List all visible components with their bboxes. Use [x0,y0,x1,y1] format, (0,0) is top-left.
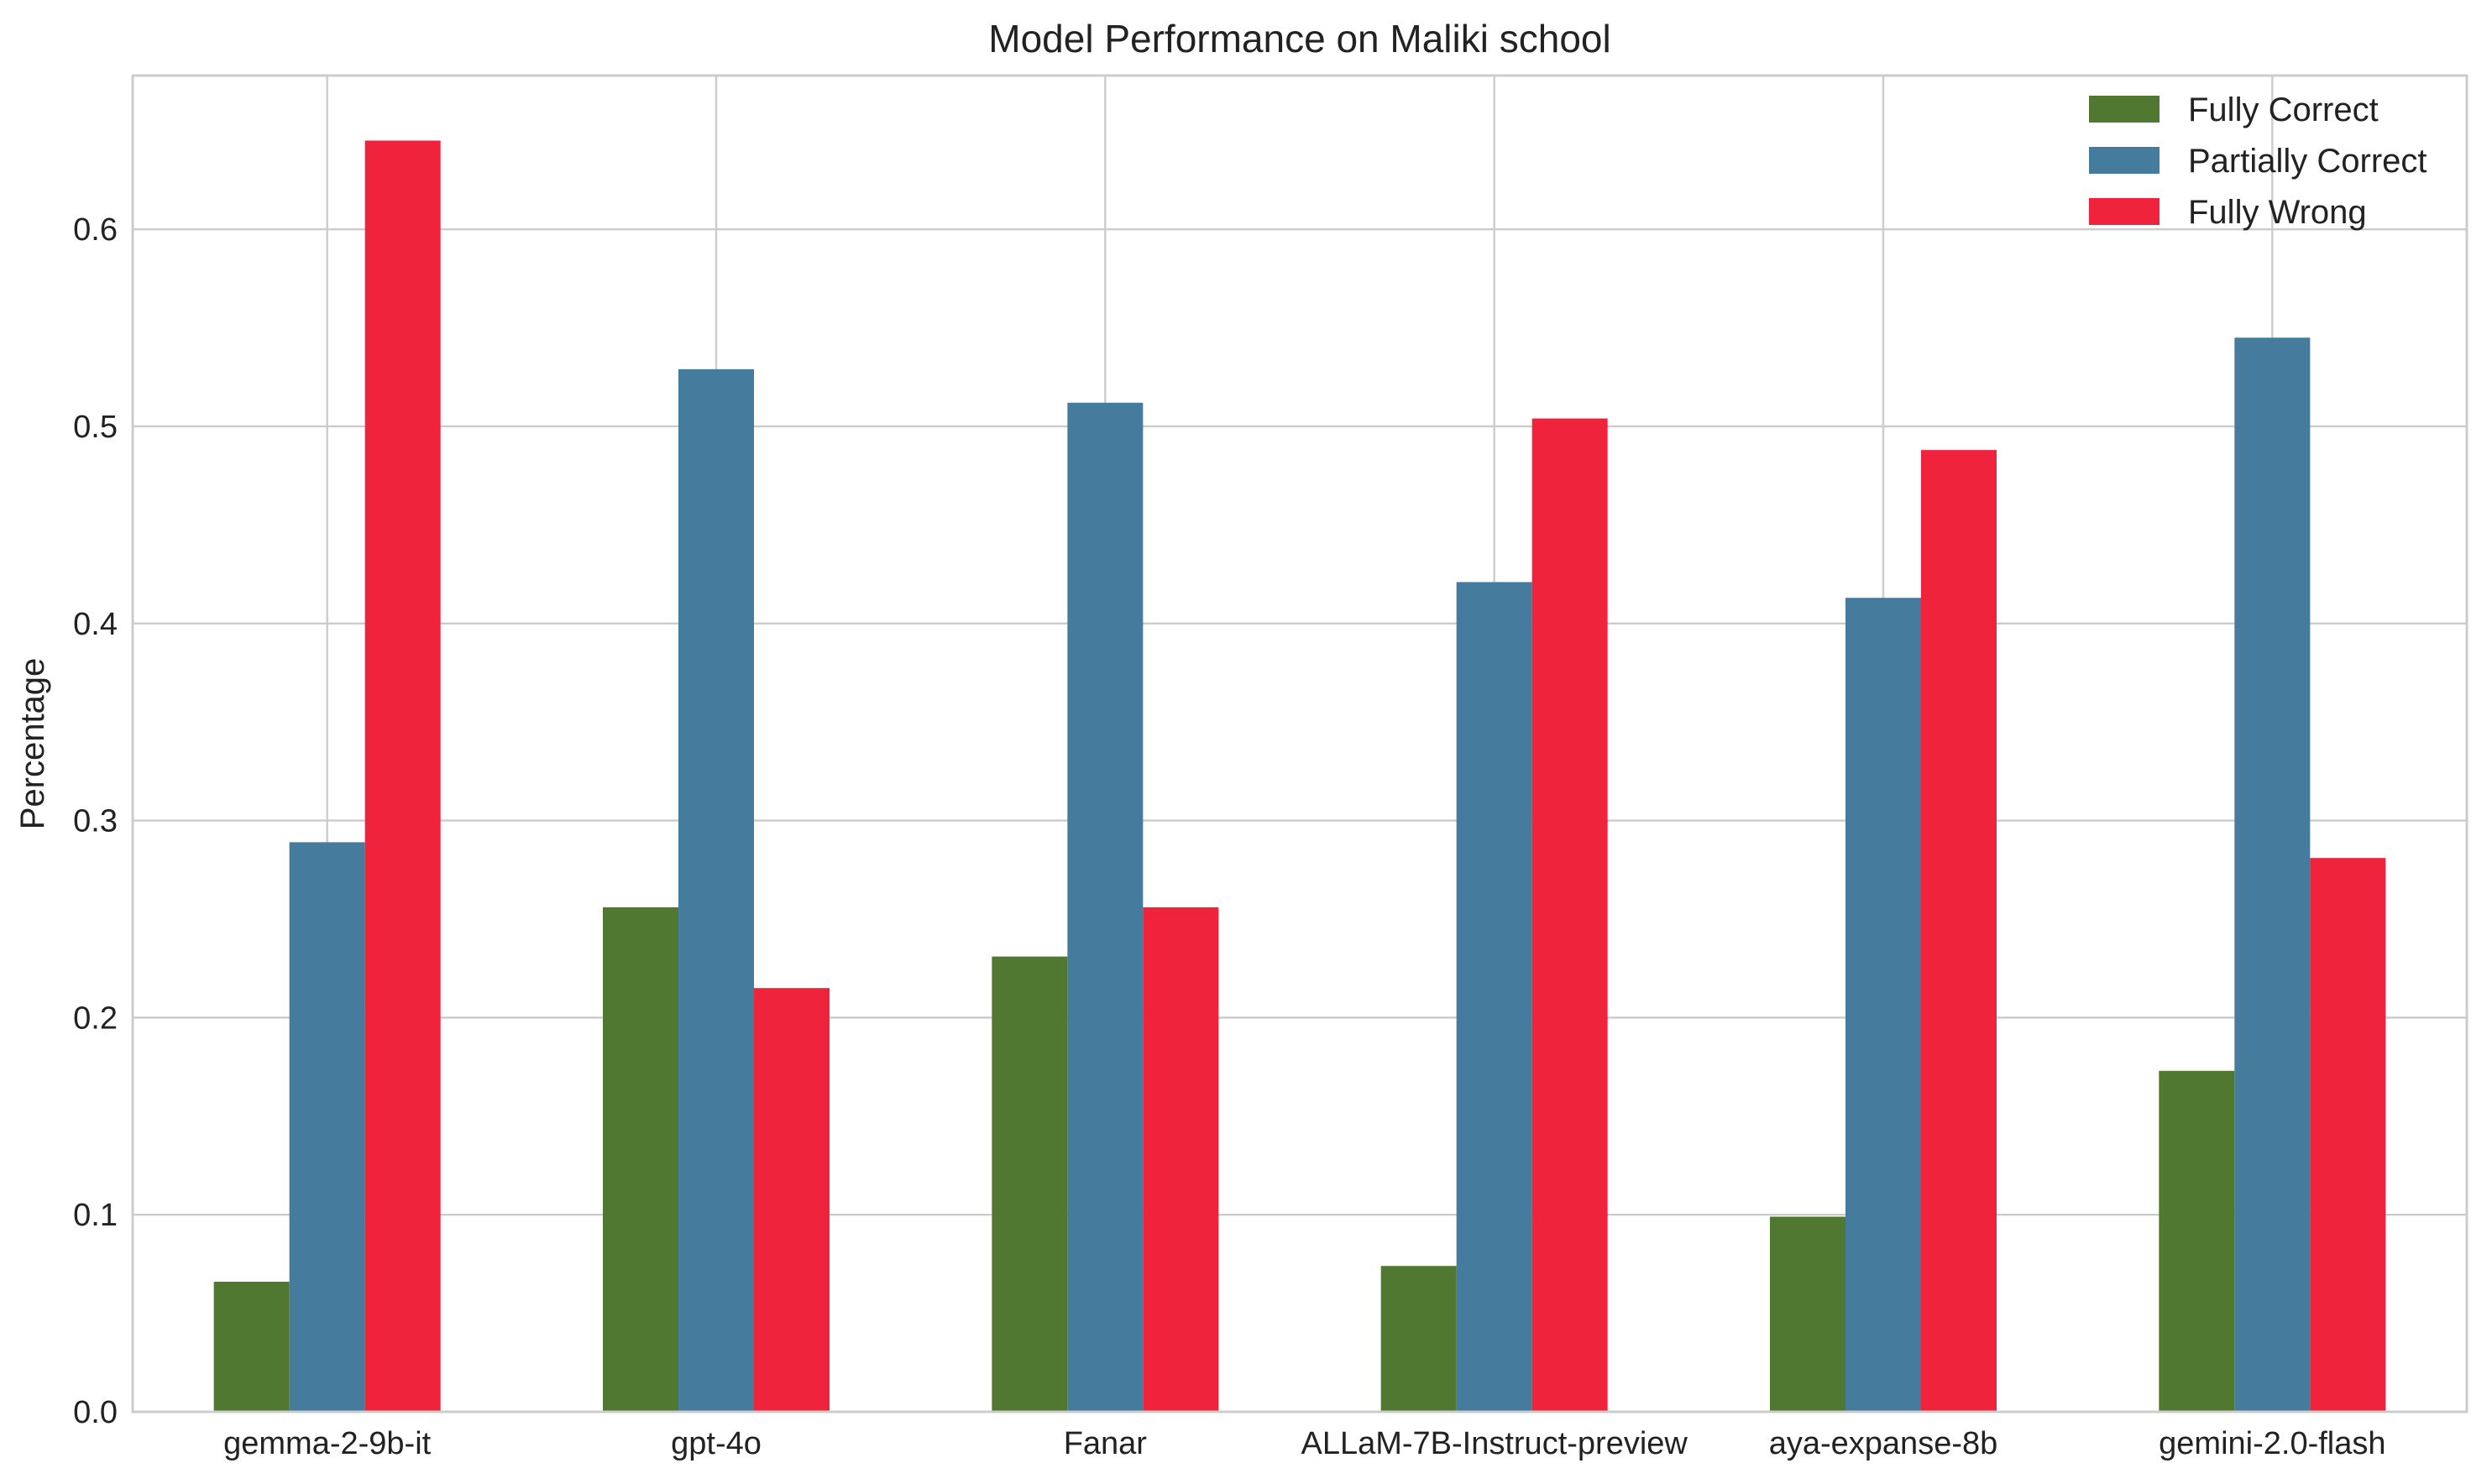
y-tick-label: 0.4 [73,607,118,642]
bar-fully-wrong [1143,907,1219,1412]
y-axis-label: Percentage [14,658,51,830]
x-tick-label: Fanar [1064,1426,1148,1461]
bar-partially-correct [1067,402,1144,1412]
bars [213,140,2386,1413]
x-tick-labels: gemma-2-9b-it gpt-4o Fanar ALLaM-7B-Instruc… [223,1426,2385,1461]
y-tick-label: 0.2 [73,1001,118,1036]
bar-fully-correct [1770,1216,1845,1412]
bar-fully-correct [213,1282,290,1412]
bar-fully-wrong [364,140,441,1413]
bar-fully-correct [2159,1070,2235,1412]
plot-frame [131,74,2468,1413]
bar-partially-correct [289,842,365,1412]
bar-fully-correct [1380,1266,1457,1412]
bar-fully-wrong [2310,858,2386,1412]
chart-title: Model Performance on Maliki school [988,17,1610,60]
legend-label: Partially Correct [2188,143,2427,180]
bar-partially-correct [2234,337,2311,1413]
legend-swatch [2089,147,2160,174]
legend-label: Fully Correct [2188,91,2379,128]
y-tick-label: 0.6 [73,212,118,248]
y-tick-label: 0.0 [73,1395,118,1430]
bar-partially-correct [1456,582,1532,1412]
legend-swatch [2089,198,2160,225]
x-tick-label: ALLaM-7B-Instruct-preview [1301,1426,1688,1461]
y-tick-label: 0.1 [73,1198,118,1233]
y-tick-label: 0.5 [73,410,118,445]
x-tick-label: aya-expanse-8b [1769,1426,1998,1461]
bar-partially-correct [1845,598,1921,1412]
bar-fully-correct [992,956,1068,1412]
bar-fully-wrong [1531,418,1608,1412]
bar-partially-correct [678,368,754,1413]
bar-fully-correct [603,907,678,1412]
y-tick-labels: 0.0 0.1 0.2 0.3 0.4 0.5 0.6 [73,212,118,1430]
legend: Fully Correct Partially Correct Fully Wron… [2089,91,2427,231]
bar-fully-wrong [754,988,830,1412]
x-tick-label: gemma-2-9b-it [223,1426,432,1461]
x-tick-label: gpt-4o [671,1426,762,1461]
y-tick-label: 0.3 [73,804,118,839]
legend-label: Fully Wrong [2188,194,2367,231]
x-tick-label: gemini-2.0-flash [2159,1426,2385,1461]
legend-swatch [2089,96,2160,123]
bar-fully-wrong [1921,450,1997,1412]
